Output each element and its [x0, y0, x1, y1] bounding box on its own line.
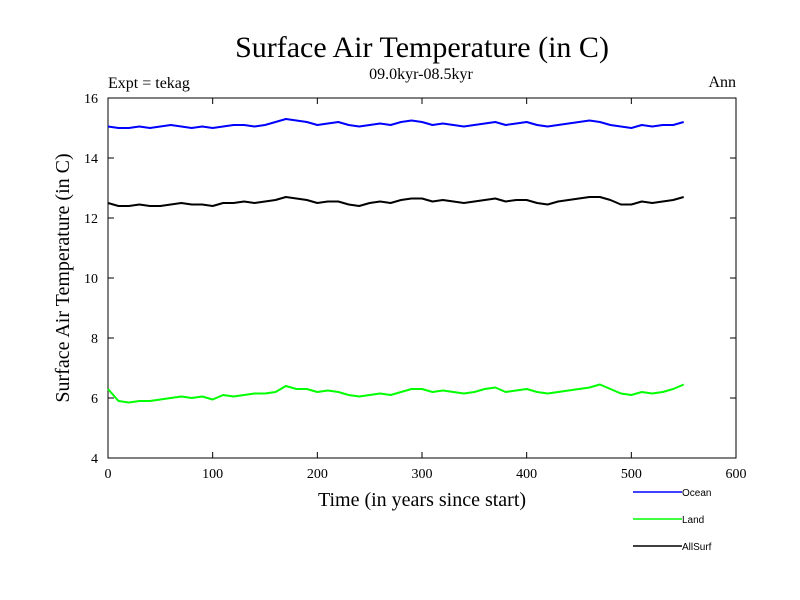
x-tick-label-5: 500	[621, 467, 642, 482]
legend-label-ocean: Ocean	[682, 488, 711, 499]
y-axis-label: Surface Air Temperature (in C)	[52, 153, 74, 402]
y-tick-label-2: 8	[91, 332, 98, 347]
y-tick-label-3: 10	[84, 272, 98, 287]
x-tick-label-3: 300	[412, 467, 433, 482]
y-tick-label-6: 16	[84, 92, 98, 107]
legend-label-land: Land	[682, 515, 704, 526]
x-tick-label-1: 100	[202, 467, 223, 482]
x-tick-label-4: 400	[516, 467, 537, 482]
x-axis-label: Time (in years since start)	[318, 489, 526, 511]
legend: Ocean Land AllSurf	[633, 488, 712, 553]
axis-ticks: 0 100 200 300 400 500 600 4 6 8 10 12 14 16	[84, 92, 747, 482]
x-tick-label-6: 600	[726, 467, 747, 482]
experiment-note: Expt = tekag	[108, 75, 190, 92]
chart-title: Surface Air Temperature (in C)	[235, 31, 609, 64]
y-tick-label-1: 6	[91, 392, 98, 407]
plot-frame	[107, 97, 737, 459]
series-group	[107, 118, 685, 404]
legend-label-allsurf: AllSurf	[682, 542, 712, 553]
series-line-ocean	[107, 118, 684, 129]
y-tick-label-4: 12	[84, 212, 98, 227]
y-tick-label-0: 4	[91, 452, 98, 467]
chart-subtitle: 09.0kyr-08.5kyr	[369, 66, 473, 83]
x-tick-label-2: 200	[307, 467, 328, 482]
x-tick-label-0: 0	[105, 467, 112, 482]
series-line-allsurf	[107, 196, 684, 207]
y-tick-label-5: 14	[84, 152, 98, 167]
season-note: Ann	[708, 74, 736, 91]
series-line-land	[107, 383, 685, 404]
